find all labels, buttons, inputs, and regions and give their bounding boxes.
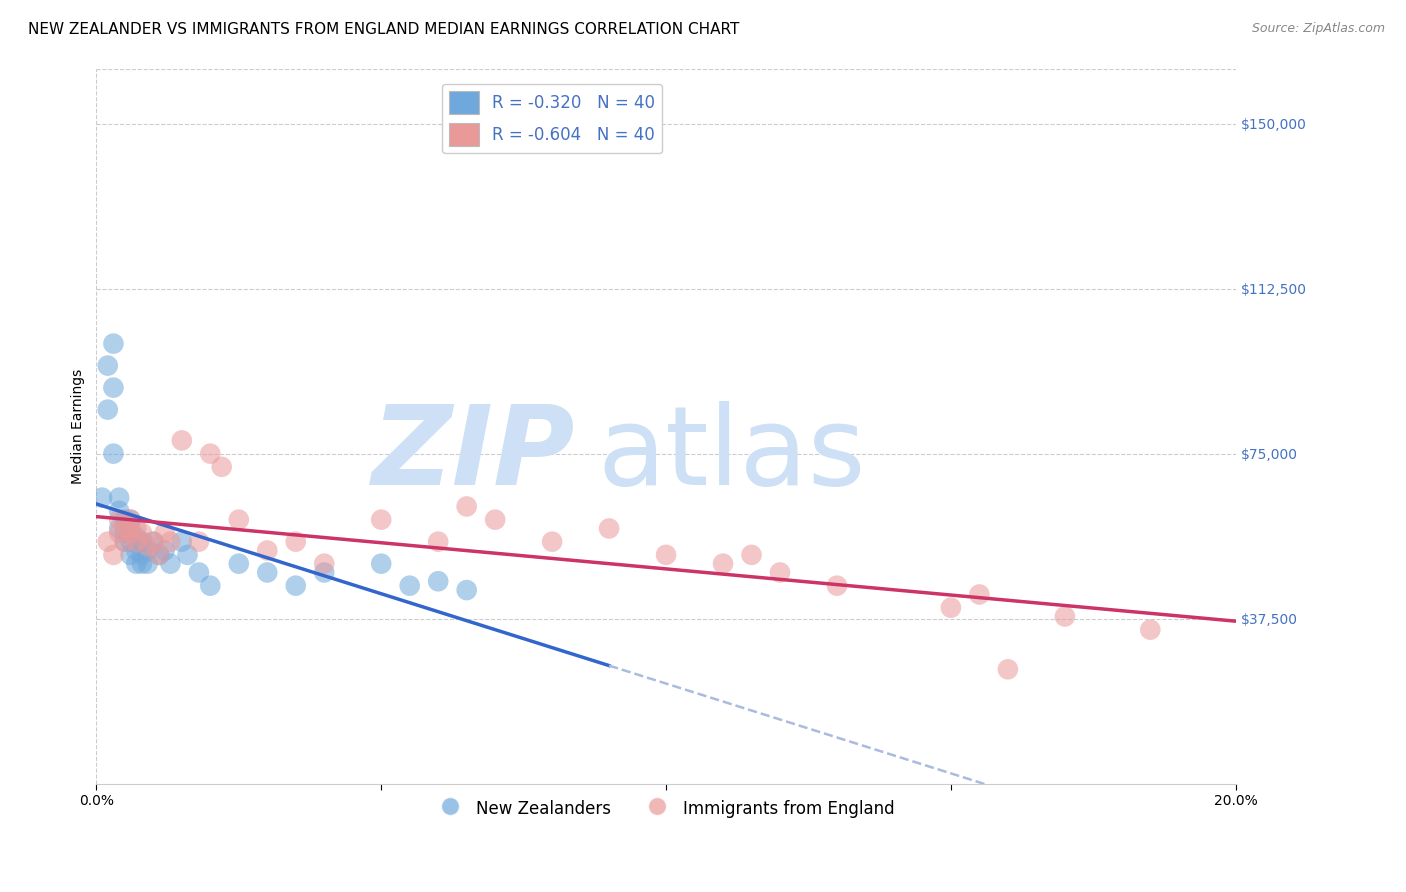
Point [427,534,450,549]
Point [200,447,222,461]
Point [969,587,991,601]
Point [825,579,848,593]
Point [114,534,136,549]
Point [314,566,336,580]
Point [711,557,734,571]
Point [284,534,307,549]
Point [120,525,142,540]
Point [170,434,193,448]
Point [1139,623,1161,637]
Point [228,513,250,527]
Point [541,534,564,549]
Text: atlas: atlas [598,401,866,508]
Point [153,543,176,558]
Point [142,534,165,549]
Point [187,534,209,549]
Point [153,525,176,540]
Point [159,557,181,571]
Point [103,447,125,461]
Point [256,543,278,558]
Y-axis label: Median Earnings: Median Earnings [72,368,86,483]
Point [114,534,136,549]
Point [91,491,114,505]
Point [148,548,170,562]
Point [108,513,131,527]
Point [211,459,233,474]
Point [131,557,153,571]
Point [120,513,142,527]
Point [284,579,307,593]
Point [370,557,392,571]
Point [655,548,678,562]
Point [108,525,131,540]
Point [148,548,170,562]
Point [131,548,153,562]
Point [1053,609,1076,624]
Legend: New Zealanders, Immigrants from England: New Zealanders, Immigrants from England [432,792,901,825]
Point [120,513,142,527]
Point [997,662,1019,676]
Text: ZIP: ZIP [371,401,575,508]
Point [125,521,148,535]
Point [170,534,193,549]
Point [228,557,250,571]
Point [398,579,420,593]
Point [103,548,125,562]
Point [120,521,142,535]
Point [125,557,148,571]
Text: NEW ZEALANDER VS IMMIGRANTS FROM ENGLAND MEDIAN EARNINGS CORRELATION CHART: NEW ZEALANDER VS IMMIGRANTS FROM ENGLAND… [28,22,740,37]
Point [598,521,620,535]
Point [456,500,478,514]
Point [114,525,136,540]
Point [125,543,148,558]
Point [314,557,336,571]
Point [370,513,392,527]
Point [256,566,278,580]
Point [103,381,125,395]
Point [131,534,153,549]
Point [125,534,148,549]
Point [176,548,198,562]
Point [136,557,159,571]
Point [142,534,165,549]
Point [103,336,125,351]
Point [741,548,763,562]
Point [108,491,131,505]
Point [131,525,153,540]
Point [939,600,962,615]
Point [136,539,159,553]
Point [114,521,136,535]
Point [97,402,120,417]
Point [187,566,209,580]
Point [125,530,148,544]
Point [769,566,792,580]
Point [120,548,142,562]
Point [200,579,222,593]
Text: Source: ZipAtlas.com: Source: ZipAtlas.com [1251,22,1385,36]
Point [136,543,159,558]
Point [456,583,478,598]
Point [120,534,142,549]
Point [114,513,136,527]
Point [427,574,450,589]
Point [108,521,131,535]
Point [97,534,120,549]
Point [484,513,506,527]
Point [97,359,120,373]
Point [159,534,181,549]
Point [108,504,131,518]
